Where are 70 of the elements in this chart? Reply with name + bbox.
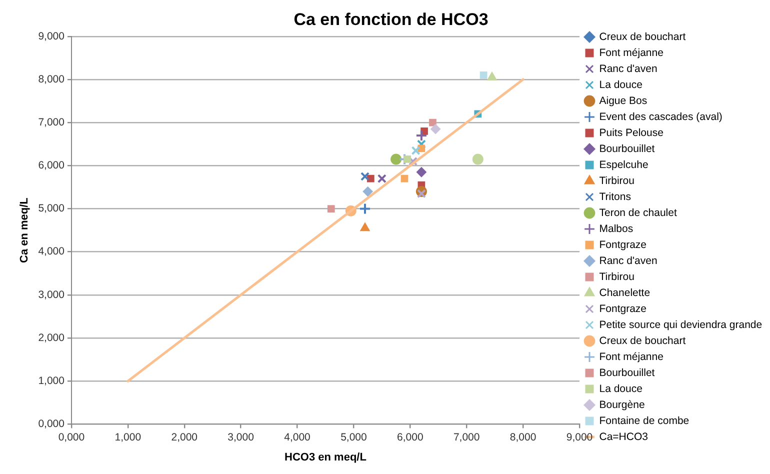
legend-label: Aigue Bos (599, 94, 648, 107)
point (416, 189, 426, 198)
legend-label: Fontgraze (599, 238, 647, 251)
x-tick-label: 1,000 (114, 431, 142, 444)
x-tick-label: 9,000 (566, 431, 593, 444)
legend-label: Fontgraze (599, 302, 647, 315)
legend-label: Bourgène (599, 398, 645, 411)
y-tick-label: 5,000 (38, 202, 65, 215)
y-tick-label: 7,000 (38, 116, 65, 128)
point (418, 144, 426, 152)
x-tick-label: 0,000 (58, 431, 85, 444)
point (390, 154, 402, 165)
legend-label: Ranc d'aven (599, 254, 658, 267)
point (360, 172, 370, 181)
legend-label: Ranc d'aven (599, 62, 658, 75)
x-axis-title: HCO3 en meq/L (284, 451, 367, 464)
legend-label: Tirbirou (599, 270, 635, 283)
legend-label: Font méjanne (599, 350, 664, 363)
legend-label: Creux de bouchart (599, 30, 686, 43)
legend-label: Bourbouillet (599, 366, 655, 379)
legend-label: Ca=HCO3 (599, 430, 648, 443)
y-tick-label: 4,000 (38, 246, 65, 258)
legend-label: Chanelette (599, 286, 650, 299)
y-tick-label: 3,000 (38, 288, 65, 301)
legend-label: Creux de bouchart (599, 334, 686, 347)
point (480, 72, 488, 79)
y-tick-label: 1,000 (38, 375, 65, 387)
point (404, 156, 412, 163)
legend-label: Event des cascades (aval) (599, 110, 722, 123)
legend-label: Petite source qui deviendra grande (599, 318, 762, 331)
legend-label: Tirbirou (599, 174, 635, 187)
chart-title: Ca en fonction de HCO3 (294, 10, 488, 29)
point (366, 174, 374, 182)
x-tick-label: 8,000 (510, 431, 536, 444)
x-tick-label: 6,000 (397, 431, 424, 444)
y-tick-label: 2,000 (38, 332, 65, 344)
y-tick-label: 8,000 (38, 73, 65, 86)
legend-label: La douce (599, 382, 643, 395)
legend-label: Malbos (599, 222, 634, 235)
point (416, 167, 426, 178)
x-tick-label: 5,000 (340, 431, 368, 444)
point (430, 124, 441, 134)
legend-label: Bourbouillet (599, 142, 655, 155)
y-tick-label: 6,000 (38, 160, 65, 172)
point (415, 130, 428, 142)
y-tick-label: 9,000 (38, 30, 65, 42)
y-tick-label: 0,000 (38, 418, 65, 430)
point (429, 118, 436, 126)
point (362, 186, 373, 197)
x-tick-label: 2,000 (171, 431, 198, 444)
legend-label: Fontaine de combe (599, 414, 690, 427)
point (411, 146, 420, 156)
legend-label: Espelcuhe (599, 158, 648, 171)
point (400, 174, 408, 182)
point (327, 205, 335, 212)
legend-label: Font méjanne (599, 46, 664, 59)
legend-label: Tritons (599, 190, 631, 203)
point (416, 140, 426, 149)
x-tick-label: 4,000 (284, 431, 311, 444)
legend-label: Teron de chaulet (599, 206, 677, 219)
point (360, 222, 370, 232)
point (408, 156, 418, 166)
legend-label: La douce (599, 78, 643, 91)
legend-label: Puits Pelouse (599, 126, 664, 139)
point (377, 174, 386, 184)
x-tick-label: 3,000 (228, 431, 254, 444)
point (359, 202, 371, 215)
point (487, 72, 497, 80)
x-tick-label: 7,000 (453, 431, 480, 444)
y-axis-title: Ca en meq/L (18, 197, 31, 264)
